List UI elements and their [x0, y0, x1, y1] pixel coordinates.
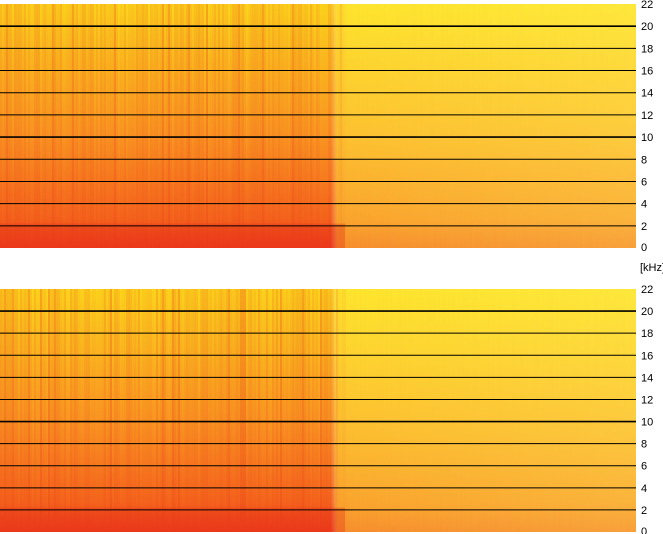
y-tick-label: 14: [641, 88, 653, 100]
y-tick-label: 4: [641, 199, 647, 211]
frequency-unit-label: [kHz]: [640, 262, 663, 274]
y-tick-label: 20: [641, 21, 653, 33]
y-tick-label: 18: [641, 328, 653, 340]
y-tick-label: 10: [641, 417, 653, 429]
y-tick-label: 2: [641, 221, 647, 233]
y-tick-label: 6: [641, 461, 647, 473]
y-tick-label: 14: [641, 372, 653, 384]
y-tick-label: 18: [641, 43, 653, 55]
y-tick-label: 2: [641, 505, 647, 517]
y-tick-label: 16: [641, 66, 653, 78]
low-frequency-band: [0, 223, 345, 248]
y-tick-label: 22: [641, 0, 653, 11]
y-tick-label: 20: [641, 306, 653, 318]
y-tick-label: 4: [641, 483, 647, 495]
y-tick-label: 12: [641, 110, 653, 122]
y-tick-label: 6: [641, 176, 647, 188]
y-tick-label: 12: [641, 394, 653, 406]
quiet-section-overlay: [0, 4, 636, 248]
quiet-section-overlay: [0, 289, 636, 532]
low-frequency-band: [0, 507, 345, 532]
y-tick-label: 8: [641, 154, 647, 166]
y-tick-label: 22: [641, 284, 653, 296]
y-tick-label: 0: [641, 242, 647, 254]
y-tick-label: 8: [641, 439, 647, 451]
y-tick-label: 10: [641, 132, 653, 144]
y-tick-label: 16: [641, 350, 653, 362]
y-tick-label: 0: [641, 526, 647, 534]
